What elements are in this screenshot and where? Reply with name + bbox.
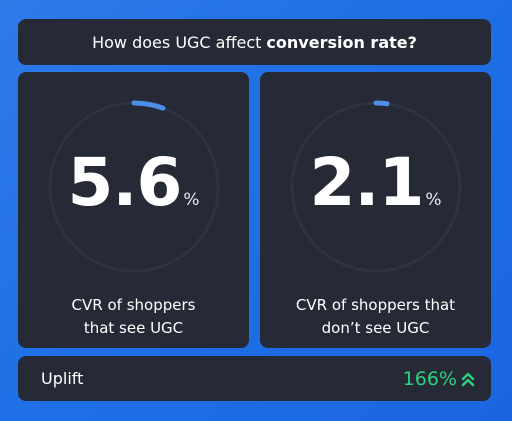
title-prefix: How does UGC affect — [92, 32, 262, 52]
metric-unit: % — [183, 190, 200, 210]
progress-ring — [289, 100, 463, 274]
metric: 2.1% — [260, 150, 491, 216]
metric-value: 2.1 — [309, 144, 424, 221]
ring-progress-arc — [47, 100, 221, 274]
ring-progress-arc — [289, 100, 463, 274]
title-bar: How does UGC affect conversion rate? — [18, 19, 491, 65]
metric-value: 5.6 — [67, 144, 182, 221]
caption-line-1: CVR of shoppers — [71, 296, 196, 314]
progress-ring — [47, 100, 221, 274]
stat-card-with-ugc: 5.6% CVR of shoppers that see UGC — [18, 72, 249, 348]
card-caption: CVR of shoppers that see UGC — [18, 294, 249, 340]
stat-card-without-ugc: 2.1% CVR of shoppers that don’t see UGC — [260, 72, 491, 348]
caption-line-1: CVR of shoppers that — [295, 296, 456, 314]
uplift-label: Uplift — [41, 369, 84, 388]
card-caption: CVR of shoppers that don’t see UGC — [260, 294, 491, 340]
double-chevron-up-icon — [461, 372, 475, 386]
title-emphasis: conversion rate? — [266, 32, 417, 52]
caption-line-2: don’t see UGC — [321, 319, 430, 337]
uplift-bar: Uplift 166% — [18, 356, 491, 401]
caption-line-2: that see UGC — [83, 319, 184, 337]
uplift-value: 166% — [402, 367, 457, 390]
uplift-value-group: 166% — [403, 368, 475, 390]
metric: 5.6% — [18, 150, 249, 216]
metric-unit: % — [425, 190, 442, 210]
